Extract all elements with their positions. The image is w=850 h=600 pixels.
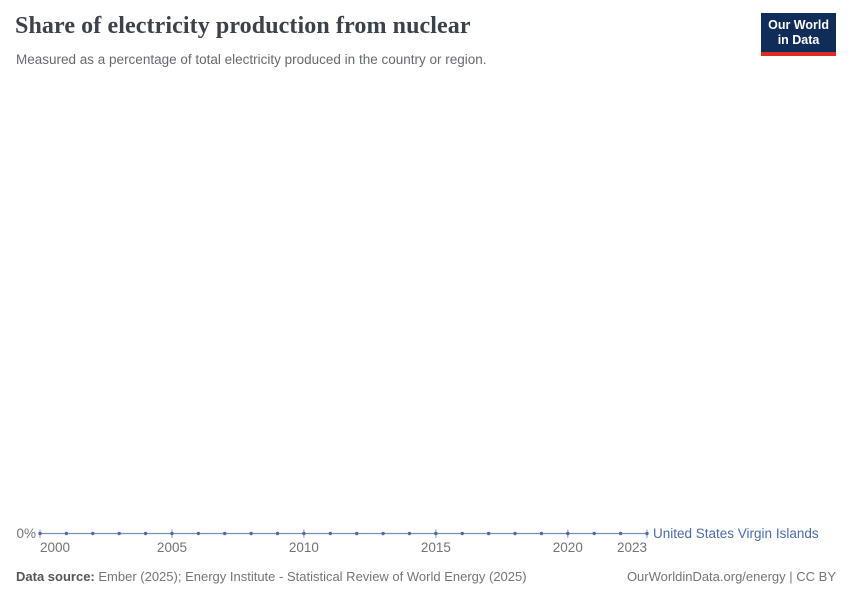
data-point bbox=[566, 531, 570, 536]
data-point bbox=[64, 531, 69, 536]
data-point bbox=[223, 531, 227, 536]
owid-credit-link[interactable]: OurWorldinData.org/energy | CC BY bbox=[626, 569, 836, 584]
data-point bbox=[328, 531, 333, 536]
data-source-note: Data source: Ember (2025); Energy Instit… bbox=[16, 569, 527, 584]
owid-logo-line2: in Data bbox=[777, 33, 820, 47]
data-point bbox=[354, 531, 359, 536]
owid-logo[interactable]: Our World in Data bbox=[761, 13, 836, 56]
data-point bbox=[513, 531, 517, 536]
data-point bbox=[434, 531, 438, 536]
data-point bbox=[302, 531, 306, 536]
series-entity-label: United States Virgin Islands bbox=[653, 526, 819, 541]
data-point bbox=[38, 531, 42, 536]
x-axis-tick-label: 2023 bbox=[616, 540, 647, 555]
data-point bbox=[249, 531, 253, 536]
data-point bbox=[170, 531, 174, 536]
x-axis-tick-label: 2020 bbox=[552, 540, 583, 555]
data-point bbox=[407, 531, 412, 536]
data-point bbox=[486, 531, 491, 536]
data-point bbox=[618, 531, 623, 536]
data-point bbox=[196, 531, 201, 536]
data-point bbox=[592, 531, 596, 536]
data-point bbox=[645, 531, 649, 536]
data-point bbox=[143, 531, 148, 536]
data-point bbox=[275, 531, 280, 536]
data-point bbox=[91, 531, 95, 536]
data-point bbox=[460, 531, 464, 536]
y-axis-tick-label: 0% bbox=[16, 526, 36, 541]
x-axis-tick-label: 2005 bbox=[156, 540, 187, 555]
chart-subtitle: Measured as a percentage of total electr… bbox=[16, 52, 487, 67]
x-axis-tick-label: 2010 bbox=[288, 540, 319, 555]
owid-logo-line1: Our World bbox=[768, 18, 829, 32]
data-point bbox=[539, 531, 544, 536]
data-source-label: Data source: bbox=[16, 569, 95, 584]
data-point bbox=[381, 531, 385, 536]
data-source-text: Ember (2025); Energy Institute - Statist… bbox=[94, 569, 527, 584]
chart-title: Share of electricity production from nuc… bbox=[15, 13, 471, 39]
x-axis-tick-label: 2000 bbox=[40, 540, 71, 555]
x-axis-tick-label: 2015 bbox=[420, 540, 451, 555]
data-point bbox=[117, 531, 121, 536]
